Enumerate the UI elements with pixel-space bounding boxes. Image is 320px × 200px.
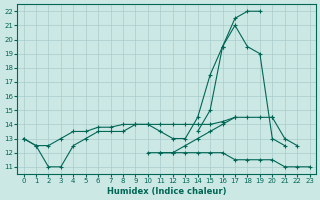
X-axis label: Humidex (Indice chaleur): Humidex (Indice chaleur): [107, 187, 226, 196]
